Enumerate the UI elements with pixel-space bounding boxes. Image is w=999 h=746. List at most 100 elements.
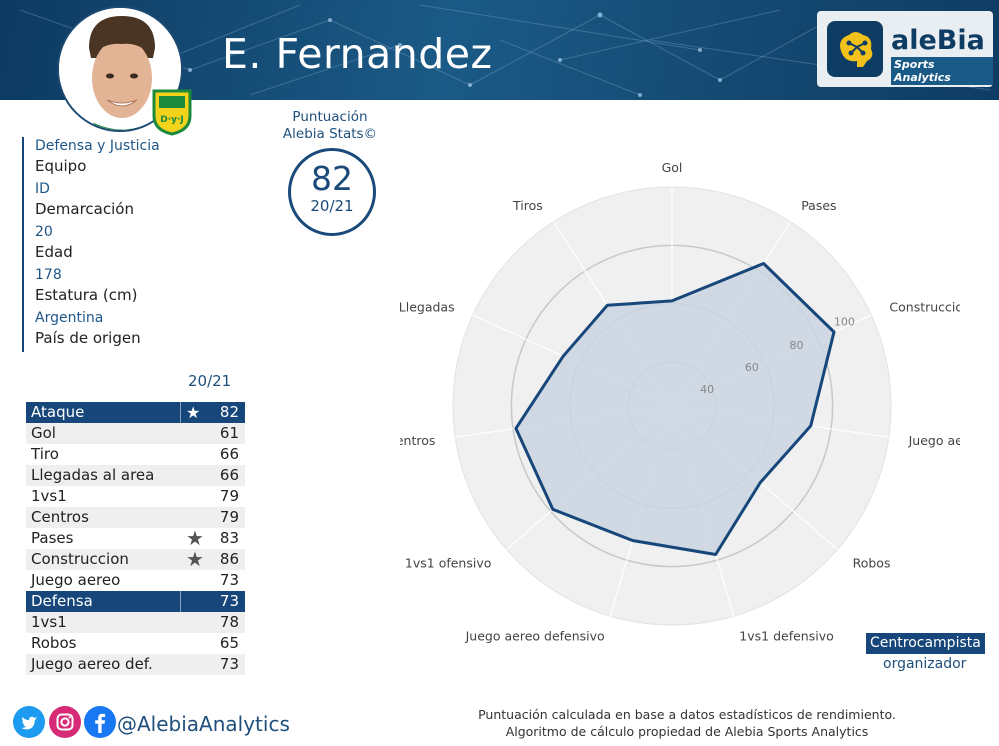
radar-axis-label: Llegadas	[400, 300, 455, 315]
brand-subtitle: Sports Analytics	[891, 57, 993, 85]
radar-axis-label: Gol	[662, 160, 683, 175]
stat-name: Llegadas al area	[31, 466, 155, 484]
radar-axis-label: Juego aereo defensivo	[465, 628, 605, 643]
facebook-icon[interactable]	[84, 706, 116, 738]
stat-name: Centros	[31, 508, 89, 526]
star-icon: ★	[186, 403, 201, 422]
info-team: Defensa y Justicia Equipo	[35, 137, 222, 176]
radar-axis-label: Tiros	[512, 198, 543, 213]
table-season: 20/21	[188, 372, 232, 390]
info-value: 178	[35, 267, 62, 283]
star-icon: ★	[186, 526, 204, 550]
stat-value: 66	[219, 445, 239, 463]
info-label: Estatura (cm)	[35, 286, 138, 304]
info-value: Defensa y Justicia	[35, 138, 160, 154]
stat-name: Defensa	[31, 592, 93, 610]
stat-value: 66	[219, 466, 239, 484]
stat-value: 61	[219, 424, 239, 442]
radar-axis-label: Construccion	[889, 300, 960, 315]
stat-value: 86	[219, 550, 239, 568]
info-label: Demarcación	[35, 200, 134, 218]
stat-value: 82	[219, 403, 239, 421]
table-row: 1vs1 79	[26, 486, 245, 507]
info-country: Argentina País de origen	[35, 309, 222, 348]
stat-value: 78	[219, 613, 239, 631]
brand-logo: aleBia Sports Analytics	[817, 11, 993, 87]
info-label: Equipo	[35, 157, 87, 175]
player-name: E. Fernandez	[222, 30, 493, 78]
column-divider	[180, 591, 181, 612]
info-height: 178 Estatura (cm)	[35, 266, 222, 305]
stat-value: 73	[219, 571, 239, 589]
table-row: Llegadas al area 66	[26, 465, 245, 486]
player-info: Defensa y Justicia Equipo ID Demarcación…	[22, 137, 222, 352]
radar-tick-label: 100	[834, 316, 855, 329]
radar-tick-label: 40	[700, 383, 714, 396]
footer-note: Puntuación calculada en base a datos est…	[420, 706, 954, 740]
brain-logo-icon	[827, 21, 883, 77]
radar-series-area	[514, 262, 836, 556]
info-value: Argentina	[35, 310, 104, 326]
footer-line1: Puntuación calculada en base a datos est…	[478, 707, 896, 722]
info-value: ID	[35, 181, 50, 197]
table-row: 1vs1 78	[26, 612, 245, 633]
stat-value: 83	[219, 529, 239, 547]
radar-chart: 40 60 80 100 Gol Pases Construccion Juego aereo…	[400, 160, 960, 643]
star-icon: ★	[186, 547, 204, 571]
radar-tick-label: 60	[745, 361, 759, 374]
table-row: Gol 61	[26, 423, 245, 444]
info-age: 20 Edad	[35, 223, 222, 262]
stat-value: 79	[219, 508, 239, 526]
column-divider	[180, 402, 181, 423]
score-title: Puntuación Alebia Stats©	[270, 109, 390, 143]
score-title-line1: Puntuación	[292, 109, 368, 125]
table-row: Centros 79	[26, 507, 245, 528]
footer-line2: Algoritmo de cálculo propiedad de Alebia…	[505, 724, 869, 739]
stat-name: Ataque	[31, 403, 85, 421]
table-section-header: Ataque ★ 82	[26, 402, 245, 423]
radar-axis-label: Robos	[853, 556, 891, 571]
stat-name: 1vs1	[31, 487, 67, 505]
svg-text:D·y·J: D·y·J	[160, 115, 184, 125]
stat-value: 65	[219, 634, 239, 652]
score-season: 20/21	[310, 197, 354, 215]
score-value: 82	[311, 159, 353, 198]
stat-name: Juego aereo	[31, 571, 121, 589]
team-crest-icon: D·y·J	[151, 88, 193, 136]
stat-name: Pases	[31, 529, 74, 547]
stat-name: Gol	[31, 424, 56, 442]
table-row: Pases ★ 83	[26, 528, 245, 549]
social-handle[interactable]: @AlebiaAnalytics	[117, 712, 290, 736]
role-badge: Centrocampista	[866, 633, 985, 654]
instagram-icon[interactable]	[49, 706, 81, 738]
score-title-line2: Alebia Stats©	[282, 126, 378, 142]
radar-axis-label: Pases	[801, 198, 836, 213]
stat-value: 73	[219, 655, 239, 673]
stat-name: Construccion	[31, 550, 129, 568]
stat-name: Juego aereo def.	[31, 655, 153, 673]
stats-table: Ataque ★ 82 Gol 61 Tiro 66 Llegadas al area 66 1v…	[26, 402, 245, 675]
radar-axis-label: 1vs1 ofensivo	[405, 556, 491, 571]
info-label: Edad	[35, 243, 73, 261]
radar-axis-label: Centros	[400, 433, 435, 448]
radar-tick-label: 80	[790, 339, 804, 352]
table-row: Tiro 66	[26, 444, 245, 465]
stat-value: 73	[219, 592, 239, 610]
radar-axis-label: 1vs1 defensivo	[739, 628, 833, 643]
stat-name: Tiro	[31, 445, 59, 463]
table-row: Juego aereo def. 73	[26, 654, 245, 675]
table-section-header: Defensa 73	[26, 591, 245, 612]
table-row: Robos 65	[26, 633, 245, 654]
score-circle: 82 20/21	[288, 148, 376, 236]
radar-axis-label: Juego aereo	[908, 433, 960, 448]
role-subtitle: organizador	[883, 656, 967, 672]
brand-name: aleBia	[891, 25, 985, 56]
table-row: Juego aereo 73	[26, 570, 245, 591]
table-row: Construccion ★ 86	[26, 549, 245, 570]
stat-name: 1vs1	[31, 613, 67, 631]
info-label: País de origen	[35, 329, 141, 347]
stat-value: 79	[219, 487, 239, 505]
stat-name: Robos	[31, 634, 77, 652]
twitter-icon[interactable]	[13, 706, 45, 738]
info-position: ID Demarcación	[35, 180, 222, 219]
